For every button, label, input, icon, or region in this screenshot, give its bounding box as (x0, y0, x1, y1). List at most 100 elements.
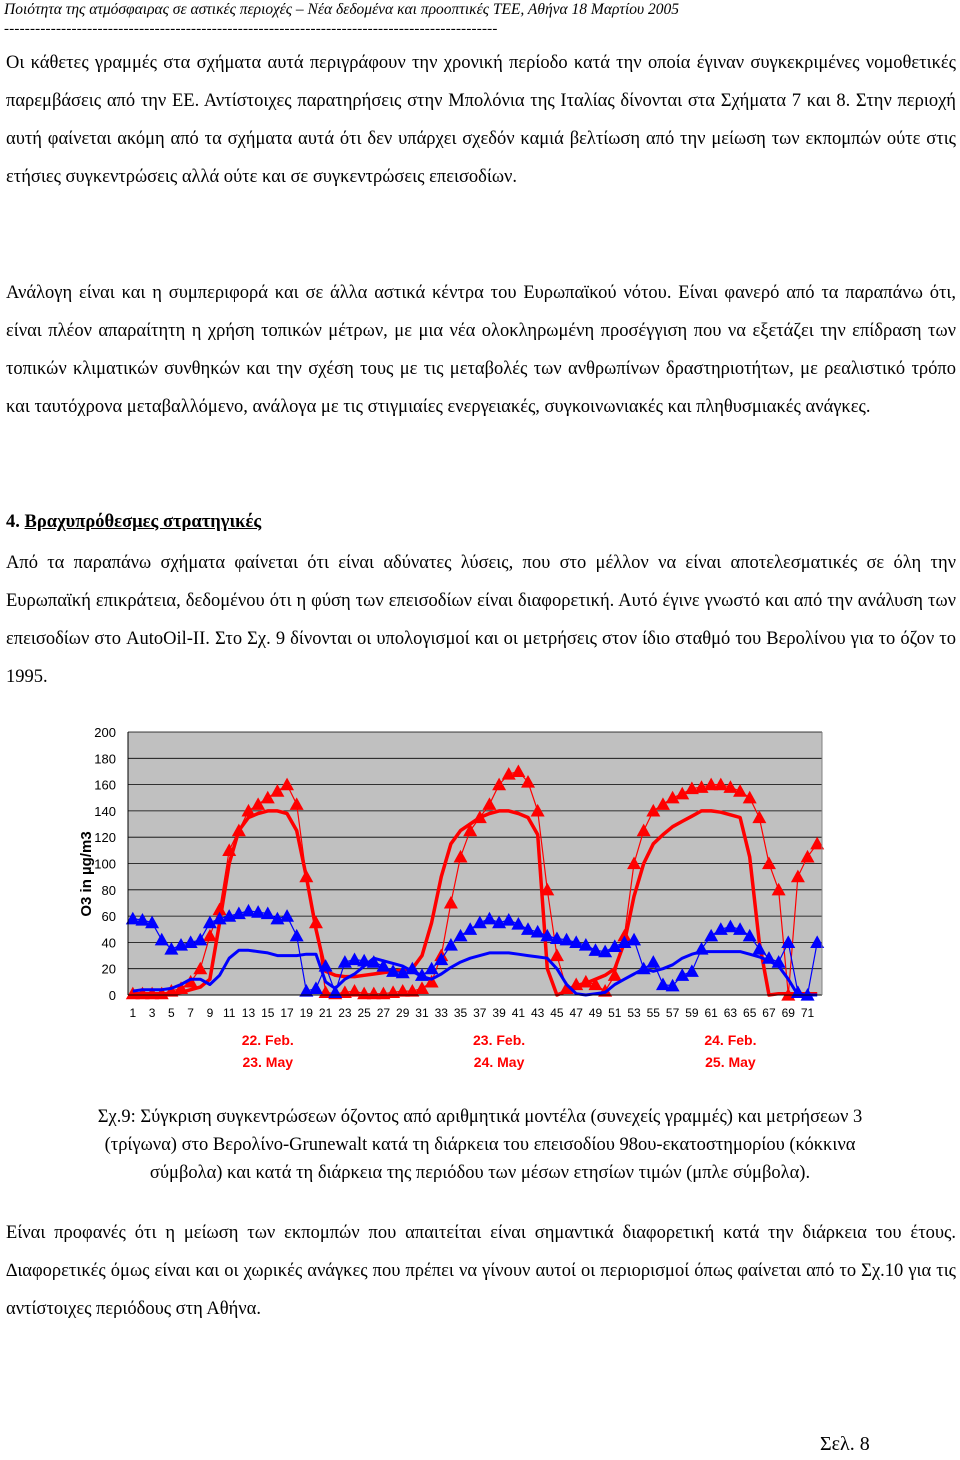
series-2-point (530, 803, 545, 817)
series-2-point (665, 790, 680, 804)
series-4-point (501, 913, 516, 926)
series-2-point (135, 986, 150, 1000)
series-2-point (723, 780, 738, 793)
series-2-point (270, 784, 285, 797)
series-4-point (665, 978, 680, 992)
series-2-point (241, 803, 256, 817)
y-tick-label: 140 (94, 804, 116, 819)
series-4-point (145, 915, 160, 929)
y-tick-label: 40 (102, 935, 116, 950)
series-2-point (636, 823, 651, 837)
x-tick-label: 71 (801, 1006, 815, 1020)
y-axis-label: O3 in µg/m3 (78, 831, 95, 916)
series-2-point (492, 777, 507, 791)
x-tick-label: 55 (647, 1006, 661, 1020)
y-tick-label: 0 (109, 988, 116, 1003)
series-2-point (463, 823, 478, 837)
series-2-point (251, 797, 266, 810)
series-2-point (588, 977, 603, 991)
series-4-point (357, 953, 372, 967)
series-4-point (164, 941, 179, 955)
x-tick-label: 1 (129, 1006, 136, 1020)
series-2-point (299, 869, 314, 883)
series-4-point (202, 915, 217, 929)
series-4-point (636, 961, 651, 975)
x-tick-label: 11 (223, 1006, 236, 1020)
x-tick-label: 31 (415, 1006, 429, 1020)
series-2-point (231, 823, 246, 837)
x-tick-label: 15 (261, 1006, 275, 1020)
x-tick-label: 21 (319, 1006, 333, 1020)
y-tick-label: 100 (94, 857, 116, 872)
series-4-point (405, 961, 420, 975)
series-4-point (289, 928, 304, 942)
series-4-point (578, 938, 593, 951)
caption-line-2: (τρίγωνα) στο Βερολίνο-Grunewalt κατά τη… (104, 1135, 856, 1155)
x-tick-label: 17 (280, 1006, 294, 1020)
x-tick-label: 45 (550, 1006, 564, 1020)
series-4-point (376, 959, 391, 972)
series-4-point (424, 961, 439, 975)
date-label-blue-1: 23. May (242, 1054, 293, 1070)
date-label-red-2: 23. Feb. (473, 1032, 525, 1048)
paragraph-3: Από τα παραπάνω σχήματα φαίνεται ότι είν… (6, 553, 956, 687)
series-2-point (761, 856, 776, 870)
series-2-point (578, 974, 593, 988)
series-4-point (453, 928, 468, 942)
series-4-point (347, 952, 362, 966)
series-4-point (193, 932, 208, 946)
x-tick-label: 29 (396, 1006, 410, 1020)
series-4-point (569, 935, 584, 948)
series-2-point (752, 810, 767, 824)
series-2-point (472, 810, 487, 824)
paragraph-4: Είναι προφανές ότι η μείωση των εκπομπών… (6, 1223, 956, 1319)
series-2-point (742, 790, 757, 804)
series-2-point (414, 981, 429, 995)
series-4-point (135, 913, 150, 926)
series-2-point (733, 784, 748, 797)
series-2-point (704, 777, 719, 791)
y-tick-label: 80 (102, 883, 116, 898)
x-tick-label: 67 (762, 1006, 776, 1020)
x-tick-label: 47 (570, 1006, 584, 1020)
caption-line-1: Σχ.9: Σύγκριση συγκεντρώσεων όζοντος από… (97, 1107, 863, 1127)
series-2-point (482, 797, 497, 810)
x-tick-label: 65 (743, 1006, 757, 1020)
series-4-point (386, 964, 401, 977)
figure-caption: Σχ.9: Σύγκριση συγκεντρώσεων όζοντος από… (0, 1103, 960, 1187)
series-4-point (366, 955, 381, 968)
x-tick-label: 3 (149, 1006, 156, 1020)
series-4-point (530, 924, 545, 938)
x-tick-label: 37 (473, 1006, 487, 1020)
y-tick-label: 180 (94, 751, 116, 766)
date-label-blue-2: 24. May (474, 1054, 525, 1070)
series-2-point (617, 928, 632, 942)
header-separator: ----------------------------------------… (4, 21, 498, 37)
y-tick-label: 20 (102, 962, 116, 977)
y-tick-label: 200 (94, 725, 116, 740)
y-tick-label: 120 (94, 830, 116, 845)
x-tick-label: 51 (608, 1006, 622, 1020)
series-2-point (713, 777, 728, 791)
series-4-point (781, 935, 796, 948)
x-tick-label: 9 (207, 1006, 214, 1020)
series-2-point (395, 984, 410, 997)
series-4-point (723, 919, 738, 933)
series-4-point (308, 981, 323, 995)
series-4-point (588, 943, 603, 956)
series-4-point (559, 932, 574, 946)
series-4-point (540, 928, 555, 942)
y-axis-label-main: O3 in µg/m3 (78, 831, 95, 916)
x-tick-label: 5 (168, 1006, 175, 1020)
x-tick-label: 49 (589, 1006, 603, 1020)
series-4-point (260, 906, 275, 920)
y-tick-label: 60 (102, 909, 116, 924)
series-2-point (810, 836, 825, 850)
x-tick-label: 23 (338, 1006, 352, 1020)
series-4-point (810, 935, 825, 948)
date-label-blue-3: 25. May (705, 1054, 756, 1070)
series-2-point (289, 797, 304, 810)
series-2-point (308, 915, 323, 929)
series-4-point (318, 959, 333, 972)
